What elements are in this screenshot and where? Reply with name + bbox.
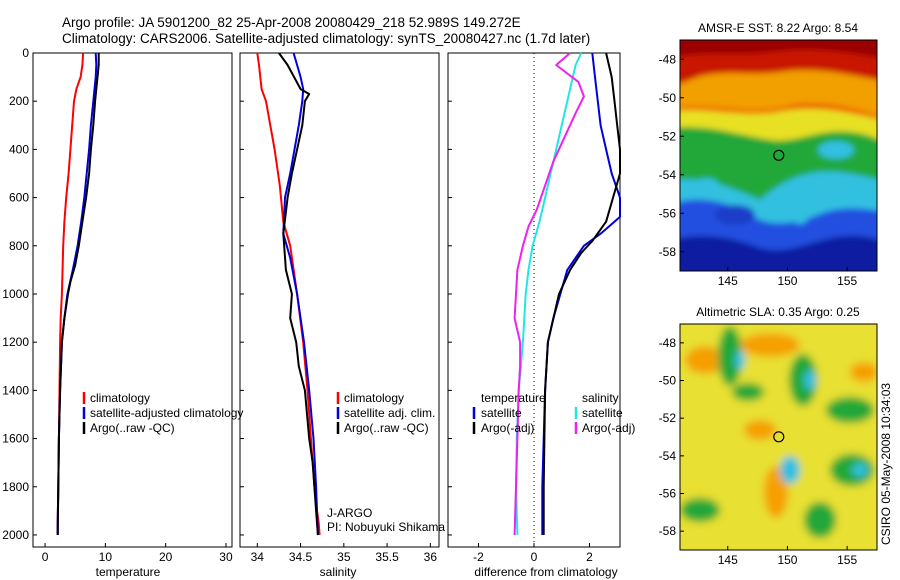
sla-lat-tick-label: -56 (659, 487, 677, 501)
annotation-pi: PI: Nobuyuki Shikama (327, 520, 445, 534)
legend-label-climatology: climatology (90, 391, 150, 405)
depth-tick-label: 600 (9, 191, 29, 205)
sla-lat-tick-label: -52 (659, 411, 677, 425)
sla-lon-tick-label: 155 (837, 553, 857, 567)
legend-label-temperature-satellite: satellite (481, 406, 522, 420)
side-timestamp-label: CSIRO 05-May-2008 10:34:03 (879, 383, 893, 545)
sst-map-title: AMSR-E SST: 8.22 Argo: 8.54 (698, 21, 858, 35)
difference-x-tick-label: 2 (586, 550, 593, 564)
depth-tick-label: 2000 (2, 528, 29, 542)
temperature-x-tick-label: 30 (219, 550, 233, 564)
depth-tick-label: 1800 (2, 480, 29, 494)
salinity-axis-label: salinity (320, 565, 357, 579)
depth-tick-label: 400 (9, 142, 29, 156)
salinity-x-tick-label: 34 (251, 550, 265, 564)
sla-map-field (680, 324, 877, 550)
figure-title-line2: Climatology: CARS2006. Satellite-adjuste… (62, 31, 590, 46)
sla-lon-tick-label: 145 (718, 553, 738, 567)
salinity-legend: climatology satellite adj. clim. Argo(..… (327, 391, 445, 534)
legend-label-argo: Argo(..raw -QC) (344, 421, 429, 435)
depth-tick-label: 1400 (2, 383, 29, 397)
temperature-series-climatology (56, 52, 85, 535)
legend-label-salinity-argo: Argo(-adj) (582, 421, 635, 435)
difference-legend: temperature satellite Argo(-adj) salinit… (472, 391, 635, 435)
sla-lat-tick-label: -54 (659, 449, 677, 463)
salinity-series-climatology (256, 52, 321, 536)
depth-tick-label: 1200 (2, 335, 29, 349)
temperature-legend: climatology satellite-adjusted climatolo… (82, 391, 243, 435)
sst-lat-tick-label: -50 (659, 91, 677, 105)
depth-tick-label: 0 (22, 46, 29, 60)
legend-label-temperature-argo: Argo(-adj) (481, 421, 534, 435)
sst-lat-tick-label: -58 (659, 245, 677, 259)
sla-argo-location-marker (773, 431, 785, 443)
salinity-series-satellite (282, 52, 319, 536)
sst-lat-tick-label: -48 (659, 52, 677, 66)
sst-lon-tick-label: 150 (777, 274, 797, 288)
x-tick-labels: 0 10 20 30 34 34.5 35 35.5 36 -2 0 2 (42, 543, 593, 564)
map-tick-labels: 145 150 155 -48 -50 -52 -54 -56 -58 145 150 155 -48 -… (659, 52, 858, 567)
temperature-x-tick-label: 0 (42, 550, 49, 564)
sla-map-frame (679, 323, 878, 551)
annotation-j-argo: J-ARGO (327, 506, 372, 520)
sst-lat-tick-label: -54 (659, 168, 677, 182)
difference-series-salinity-satellite (515, 52, 583, 536)
sst-lon-tick-label: 155 (837, 274, 857, 288)
legend-label-argo: Argo(..raw -QC) (90, 421, 175, 435)
difference-panel-frame (447, 52, 621, 548)
legend-label-climatology: climatology (344, 391, 404, 405)
temperature-x-tick-label: 20 (159, 550, 173, 564)
temperature-series-satellite (56, 52, 98, 535)
salinity-x-tick-label: 34.5 (289, 550, 313, 564)
legend-label-satellite: satellite adj. clim. (344, 406, 435, 420)
sla-lat-tick-label: -58 (659, 524, 677, 538)
depth-tick-label: 800 (9, 239, 29, 253)
sst-map-frame (679, 39, 878, 272)
temperature-panel-frame (32, 52, 233, 548)
sla-lat-tick-label: -48 (659, 336, 677, 350)
figure-title-line1: Argo profile: JA 5901200_82 25-Apr-2008 … (62, 15, 521, 30)
depth-tick-label: 200 (9, 94, 29, 108)
difference-series-temperature-argo (542, 52, 621, 535)
legend-title-salinity: salinity (582, 391, 619, 405)
legend-title-temperature: temperature (481, 391, 546, 405)
sla-map-title: Altimetric SLA: 0.35 Argo: 0.25 (696, 305, 860, 319)
sst-argo-location-marker (773, 149, 785, 161)
depth-tick-labels: 0 200 400 600 800 1000 1200 1400 1600 1800 2000 (2, 46, 452, 542)
salinity-x-tick-label: 35.5 (375, 550, 399, 564)
sst-lon-tick-label: 145 (718, 274, 738, 288)
salinity-series-argo (278, 52, 319, 536)
salinity-x-tick-label: 36 (424, 550, 438, 564)
difference-series-temperature-satellite (541, 52, 621, 535)
salinity-panel-frame (239, 52, 440, 548)
sla-lon-tick-label: 150 (777, 553, 797, 567)
difference-x-tick-label: -2 (473, 550, 484, 564)
difference-axis-label: difference from climatology (474, 565, 617, 579)
legend-label-satellite: satellite-adjusted climatology (90, 406, 243, 420)
sst-lat-tick-label: -56 (659, 206, 677, 220)
depth-tick-label: 1000 (2, 287, 29, 301)
difference-series-salinity-argo (513, 52, 585, 536)
salinity-x-tick-label: 35 (337, 550, 351, 564)
sst-lat-tick-label: -52 (659, 129, 677, 143)
temperature-series-argo (56, 53, 100, 536)
sla-lat-tick-label: -50 (659, 374, 677, 388)
legend-label-salinity-satellite: satellite (582, 406, 623, 420)
profile-series (56, 52, 621, 536)
temperature-axis-label: temperature (96, 565, 161, 579)
difference-x-tick-label: 0 (531, 550, 538, 564)
sst-map-field (680, 40, 877, 271)
temperature-x-tick-label: 10 (99, 550, 113, 564)
depth-tick-label: 1600 (2, 432, 29, 446)
